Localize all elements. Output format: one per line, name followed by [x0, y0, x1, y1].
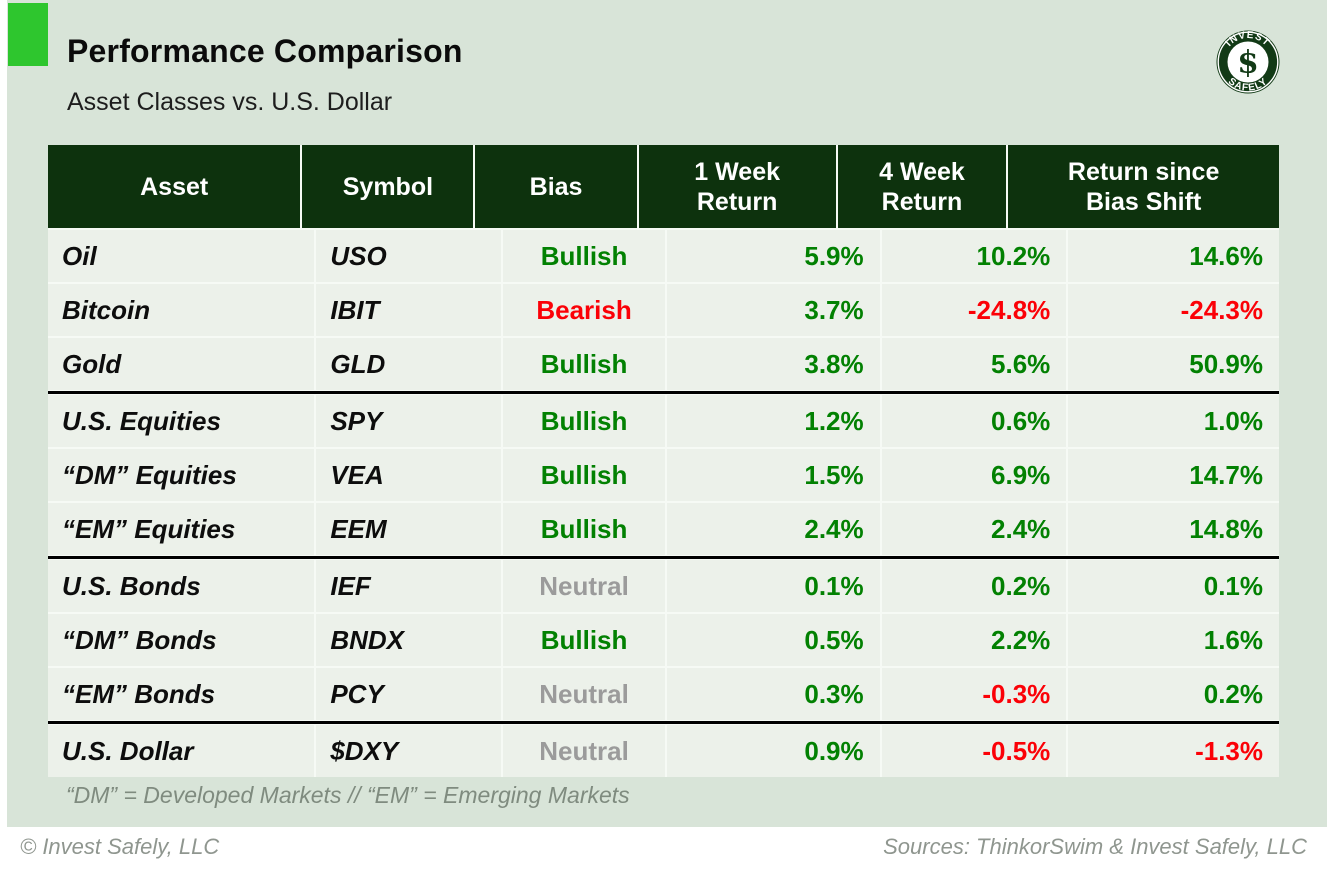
- page-subtitle: Asset Classes vs. U.S. Dollar: [67, 88, 393, 116]
- footnote: “DM” = Developed Markets // “EM” = Emerg…: [66, 782, 630, 808]
- return-cell: 0.6%: [881, 395, 1067, 447]
- return-cell: 5.9%: [666, 230, 880, 282]
- return-cell: 2.2%: [881, 614, 1067, 666]
- return-cell: 0.1%: [1068, 560, 1279, 612]
- return-cell: 0.1%: [666, 560, 880, 612]
- bias-cell: Neutral: [503, 725, 665, 777]
- return-cell: 1.6%: [1068, 614, 1279, 666]
- column-header: Symbol: [302, 145, 474, 228]
- asset-cell: “DM” Bonds: [48, 614, 315, 666]
- invest-safely-logo: INVEST SAFELY $: [1216, 30, 1280, 94]
- return-cell: 0.2%: [881, 560, 1067, 612]
- symbol-cell: $DXY: [316, 725, 502, 777]
- bias-cell: Bearish: [503, 284, 665, 336]
- return-cell: 14.6%: [1068, 230, 1279, 282]
- bias-cell: Bullish: [503, 449, 665, 501]
- return-cell: -0.5%: [881, 725, 1067, 777]
- return-cell: 0.5%: [666, 614, 880, 666]
- return-cell: -24.8%: [881, 284, 1067, 336]
- symbol-cell: IBIT: [316, 284, 502, 336]
- asset-cell: U.S. Equities: [48, 395, 315, 447]
- symbol-cell: SPY: [316, 395, 502, 447]
- group-separator: [48, 556, 1279, 559]
- column-header: Bias: [475, 145, 637, 228]
- asset-cell: “EM” Bonds: [48, 668, 315, 720]
- asset-cell: Gold: [48, 338, 315, 390]
- bias-cell: Bullish: [503, 395, 665, 447]
- symbol-cell: VEA: [316, 449, 502, 501]
- asset-cell: U.S. Bonds: [48, 560, 315, 612]
- return-cell: 3.8%: [666, 338, 880, 390]
- group-separator: [48, 721, 1279, 724]
- page-title: Performance Comparison: [67, 33, 463, 69]
- return-cell: 5.6%: [881, 338, 1067, 390]
- table-row: “DM” Bonds BNDX Bullish 0.5% 2.2% 1.6%: [48, 614, 1279, 666]
- return-cell: 1.2%: [666, 395, 880, 447]
- return-cell: 14.7%: [1068, 449, 1279, 501]
- return-cell: 1.0%: [1068, 395, 1279, 447]
- return-cell: 0.9%: [666, 725, 880, 777]
- table-row: “DM” Equities VEA Bullish 1.5% 6.9% 14.7%: [48, 449, 1279, 501]
- accent-square: [8, 3, 48, 66]
- asset-cell: “DM” Equities: [48, 449, 315, 501]
- return-cell: 50.9%: [1068, 338, 1279, 390]
- return-cell: 1.5%: [666, 449, 880, 501]
- sources-text: Sources: ThinkorSwim & Invest Safely, LL…: [883, 834, 1307, 859]
- return-cell: 10.2%: [881, 230, 1067, 282]
- group-separator: [48, 391, 1279, 394]
- table-row: U.S. Dollar $DXY Neutral 0.9% -0.5% -1.3%: [48, 725, 1279, 777]
- return-cell: 3.7%: [666, 284, 880, 336]
- table-row: U.S. Bonds IEF Neutral 0.1% 0.2% 0.1%: [48, 560, 1279, 612]
- symbol-cell: USO: [316, 230, 502, 282]
- asset-cell: “EM” Equities: [48, 503, 315, 555]
- asset-cell: U.S. Dollar: [48, 725, 315, 777]
- return-cell: 2.4%: [881, 503, 1067, 555]
- table-row: “EM” Equities EEM Bullish 2.4% 2.4% 14.8%: [48, 503, 1279, 555]
- column-header: Return since Bias Shift: [1008, 145, 1279, 228]
- bias-cell: Bullish: [503, 614, 665, 666]
- asset-cell: Bitcoin: [48, 284, 315, 336]
- return-cell: -1.3%: [1068, 725, 1279, 777]
- left-edge-strip: [0, 0, 7, 875]
- bias-cell: Bullish: [503, 503, 665, 555]
- column-header: 4 Week Return: [837, 145, 1007, 228]
- svg-text:SAFELY: SAFELY: [1226, 76, 1270, 94]
- column-header: Asset: [48, 145, 301, 228]
- table-row: “EM” Bonds PCY Neutral 0.3% -0.3% 0.2%: [48, 668, 1279, 720]
- bias-cell: Bullish: [503, 230, 665, 282]
- table-body: Oil USO Bullish 5.9% 10.2% 14.6% Bitcoin IBIT Be…: [48, 230, 1279, 777]
- column-header: 1 Week Return: [638, 145, 836, 228]
- dollar-sign-icon: $: [1237, 45, 1259, 81]
- table-row: U.S. Equities SPY Bullish 1.2% 0.6% 1.0%: [48, 395, 1279, 447]
- copyright-text: © Invest Safely, LLC: [20, 834, 220, 859]
- return-cell: -24.3%: [1068, 284, 1279, 336]
- table-header-row: Asset Symbol Bias 1 Week Return 4 Week Retur…: [48, 145, 1279, 228]
- return-cell: 0.2%: [1068, 668, 1279, 720]
- return-cell: 2.4%: [666, 503, 880, 555]
- table-row: Oil USO Bullish 5.9% 10.2% 14.6%: [48, 230, 1279, 282]
- bias-cell: Neutral: [503, 560, 665, 612]
- logo-bottom-text: SAFELY: [1226, 76, 1269, 94]
- performance-table: Asset Symbol Bias 1 Week Return 4 Week Retur…: [48, 145, 1279, 777]
- return-cell: 0.3%: [666, 668, 880, 720]
- return-cell: -0.3%: [881, 668, 1067, 720]
- symbol-cell: IEF: [316, 560, 502, 612]
- symbol-cell: EEM: [316, 503, 502, 555]
- return-cell: 14.8%: [1068, 503, 1279, 555]
- bias-cell: Neutral: [503, 668, 665, 720]
- table-row: Gold GLD Bullish 3.8% 5.6% 50.9%: [48, 338, 1279, 390]
- table-row: Bitcoin IBIT Bearish 3.7% -24.8% -24.3%: [48, 284, 1279, 336]
- asset-cell: Oil: [48, 230, 315, 282]
- symbol-cell: GLD: [316, 338, 502, 390]
- bias-cell: Bullish: [503, 338, 665, 390]
- footer-bar: © Invest Safely, LLC Sources: ThinkorSwi…: [0, 827, 1327, 875]
- symbol-cell: PCY: [316, 668, 502, 720]
- return-cell: 6.9%: [881, 449, 1067, 501]
- symbol-cell: BNDX: [316, 614, 502, 666]
